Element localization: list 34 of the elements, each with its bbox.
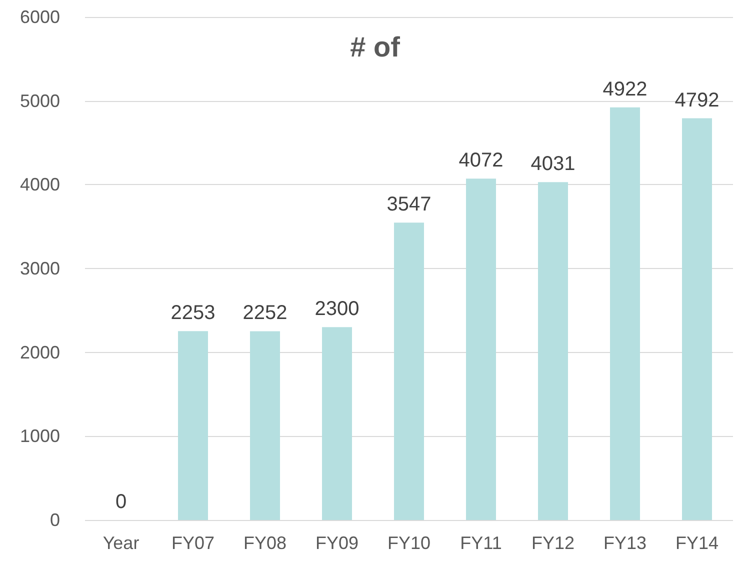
y-tick-label: 5000 xyxy=(20,90,60,111)
bar xyxy=(178,331,208,520)
data-label: 0 xyxy=(115,491,127,513)
data-label: 4792 xyxy=(674,89,720,112)
y-tick-label: 1000 xyxy=(20,426,60,446)
x-tick-label: FY07 xyxy=(171,533,215,553)
y-tick-label: 0 xyxy=(50,510,60,530)
y-tick-label: 3000 xyxy=(20,258,60,278)
bar xyxy=(610,107,640,520)
text: # of xyxy=(350,32,401,62)
x-tick-label: FY12 xyxy=(531,533,575,553)
x-tick-label: Year xyxy=(102,533,140,553)
data-label: 4072 xyxy=(458,150,504,172)
data-label: 2253 xyxy=(170,302,216,324)
data-label: 4031 xyxy=(530,153,576,176)
x-tick-label: FY11 xyxy=(460,533,502,553)
x-tick-label: FY09 xyxy=(315,533,359,553)
x-tick-label: FY08 xyxy=(243,533,287,553)
bar xyxy=(322,327,352,520)
data-label: 2252 xyxy=(242,302,288,324)
data-label: 3547 xyxy=(386,194,432,216)
bar xyxy=(538,182,568,520)
y-tick-label: 6000 xyxy=(20,7,60,27)
bar xyxy=(682,118,712,520)
y-tick-label: 2000 xyxy=(20,342,60,362)
y-tick-label: 4000 xyxy=(20,174,60,195)
x-tick-label: FY10 xyxy=(387,533,431,553)
x-tick-label: FY13 xyxy=(603,533,647,553)
data-label: 4922 xyxy=(602,78,648,100)
bar xyxy=(250,331,280,520)
bar xyxy=(466,178,496,520)
data-label: 2300 xyxy=(314,298,360,320)
bar xyxy=(394,222,424,520)
x-tick-label: FY14 xyxy=(675,533,719,553)
